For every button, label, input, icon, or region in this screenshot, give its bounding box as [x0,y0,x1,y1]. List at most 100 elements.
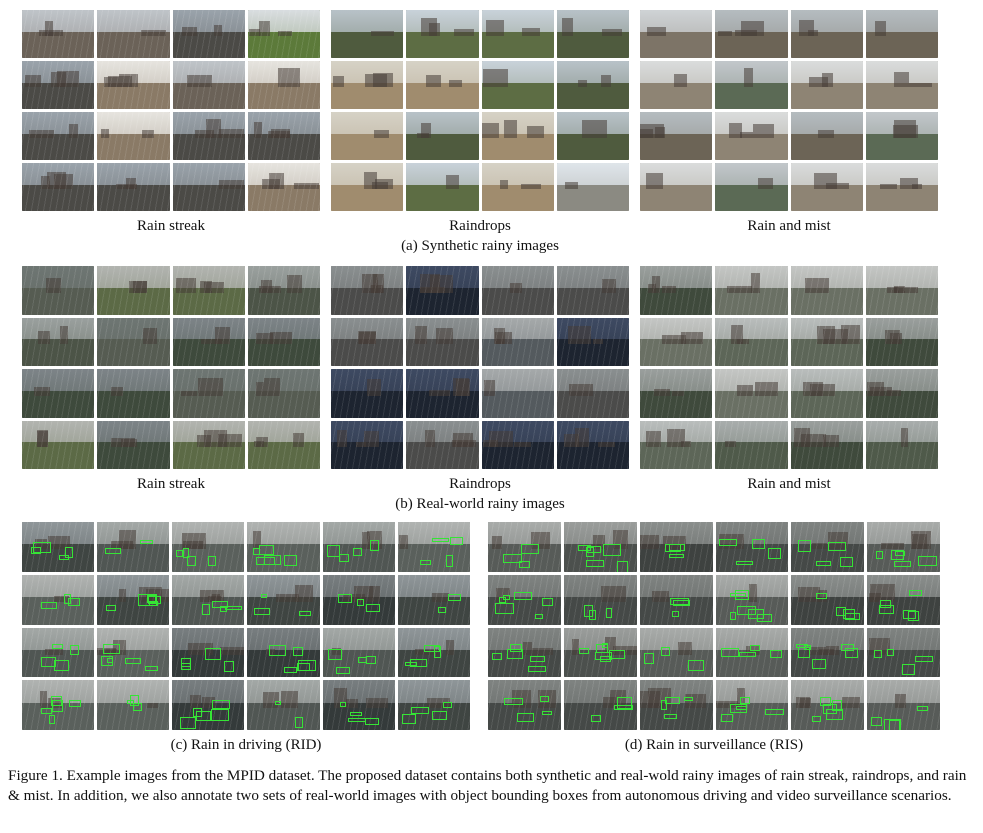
thumbnail-image [22,522,95,572]
thumbnail-image [556,10,629,58]
thumbnail-image [397,574,470,625]
rain-in-surveillance-grid [488,522,940,730]
thumbnail-image [97,266,170,315]
thumbnail-image [867,522,940,572]
thumbnail-image [322,680,395,730]
thumbnail-image [563,522,637,572]
panel-d-caption: (d) Rain in surveillance (RIS) [624,737,804,753]
thumbnail-image [640,61,713,109]
rain-in-driving-grid [22,522,470,730]
thumbnail-image [247,317,320,366]
thumbnail-image [397,680,470,730]
thumbnail-image [172,317,245,366]
thumbnail-image [97,627,170,678]
thumbnail-image [865,317,938,366]
thumbnail-image [481,163,554,211]
thumbnail-image [715,522,789,572]
thumbnail-image [715,627,789,678]
thumbnail-image [790,420,863,469]
thumbnail-image [22,627,95,678]
thumbnail-image [22,112,95,160]
thumbnail-image [172,10,245,58]
thumbnail-image [172,522,245,572]
panel-b-caption: (b) Real-world rainy images [395,496,565,512]
panel-c-caption: (c) Rain in driving (RID) [170,737,322,753]
thumbnail-image [867,574,940,625]
thumbnail-image [715,163,788,211]
thumbnail-image [97,112,170,160]
thumbnail-image [247,10,320,58]
thumbnail-image [556,317,629,366]
thumbnail-image [406,163,479,211]
thumbnail-image [97,574,170,625]
thumbnail-image [791,574,865,625]
thumbnail-image [331,420,404,469]
thumbnail-image [639,574,713,625]
thumbnail-image [790,317,863,366]
thumbnail-image [488,574,561,625]
figure-caption: Figure 1. Example images from the MPID d… [8,767,967,804]
thumbnail-image [715,266,788,315]
thumbnail-image [865,163,938,211]
thumbnail-image [22,574,95,625]
thumbnail-image [97,680,170,730]
thumbnail-image [639,627,713,678]
real-rain-and-mist-grid [640,266,938,469]
thumbnail-image [172,266,245,315]
real-raindrops-grid [331,266,629,469]
thumbnail-image [640,10,713,58]
real-rain-streak-grid [22,266,320,469]
thumbnail-image [791,680,865,730]
thumbnail-image [406,266,479,315]
thumbnail-image [172,574,245,625]
thumbnail-image [488,522,561,572]
thumbnail-image [481,420,554,469]
thumbnail-image [556,420,629,469]
label-real-rain-streak: Rain streak [137,476,205,492]
thumbnail-image [406,112,479,160]
thumbnail-image [563,574,637,625]
thumbnail-image [322,522,395,572]
thumbnail-image [22,266,95,315]
synthetic-raindrops-grid [331,10,629,211]
thumbnail-image [22,420,95,469]
thumbnail-image [481,61,554,109]
thumbnail-image [172,680,245,730]
thumbnail-image [247,574,320,625]
thumbnail-image [406,369,479,418]
thumbnail-image [481,369,554,418]
thumbnail-image [865,10,938,58]
thumbnail-image [172,163,245,211]
thumbnail-image [715,10,788,58]
label-synthetic-raindrops: Raindrops [449,218,511,234]
thumbnail-image [22,317,95,366]
thumbnail-image [563,627,637,678]
thumbnail-image [247,369,320,418]
thumbnail-image [790,10,863,58]
thumbnail-image [865,420,938,469]
thumbnail-image [97,163,170,211]
thumbnail-image [172,61,245,109]
panel-a-caption: (a) Synthetic rainy images [401,238,559,254]
thumbnail-image [97,420,170,469]
thumbnail-image [640,420,713,469]
thumbnail-image [397,627,470,678]
thumbnail-image [97,10,170,58]
thumbnail-image [640,163,713,211]
thumbnail-image [247,266,320,315]
thumbnail-image [563,680,637,730]
thumbnail-image [331,369,404,418]
thumbnail-image [22,680,95,730]
thumbnail-image [331,10,404,58]
thumbnail-image [715,317,788,366]
thumbnail-image [556,112,629,160]
thumbnail-image [322,574,395,625]
thumbnail-image [791,522,865,572]
thumbnail-image [867,627,940,678]
thumbnail-image [322,627,395,678]
thumbnail-image [97,317,170,366]
thumbnail-image [715,680,789,730]
thumbnail-image [406,420,479,469]
thumbnail-image [790,369,863,418]
thumbnail-image [481,112,554,160]
